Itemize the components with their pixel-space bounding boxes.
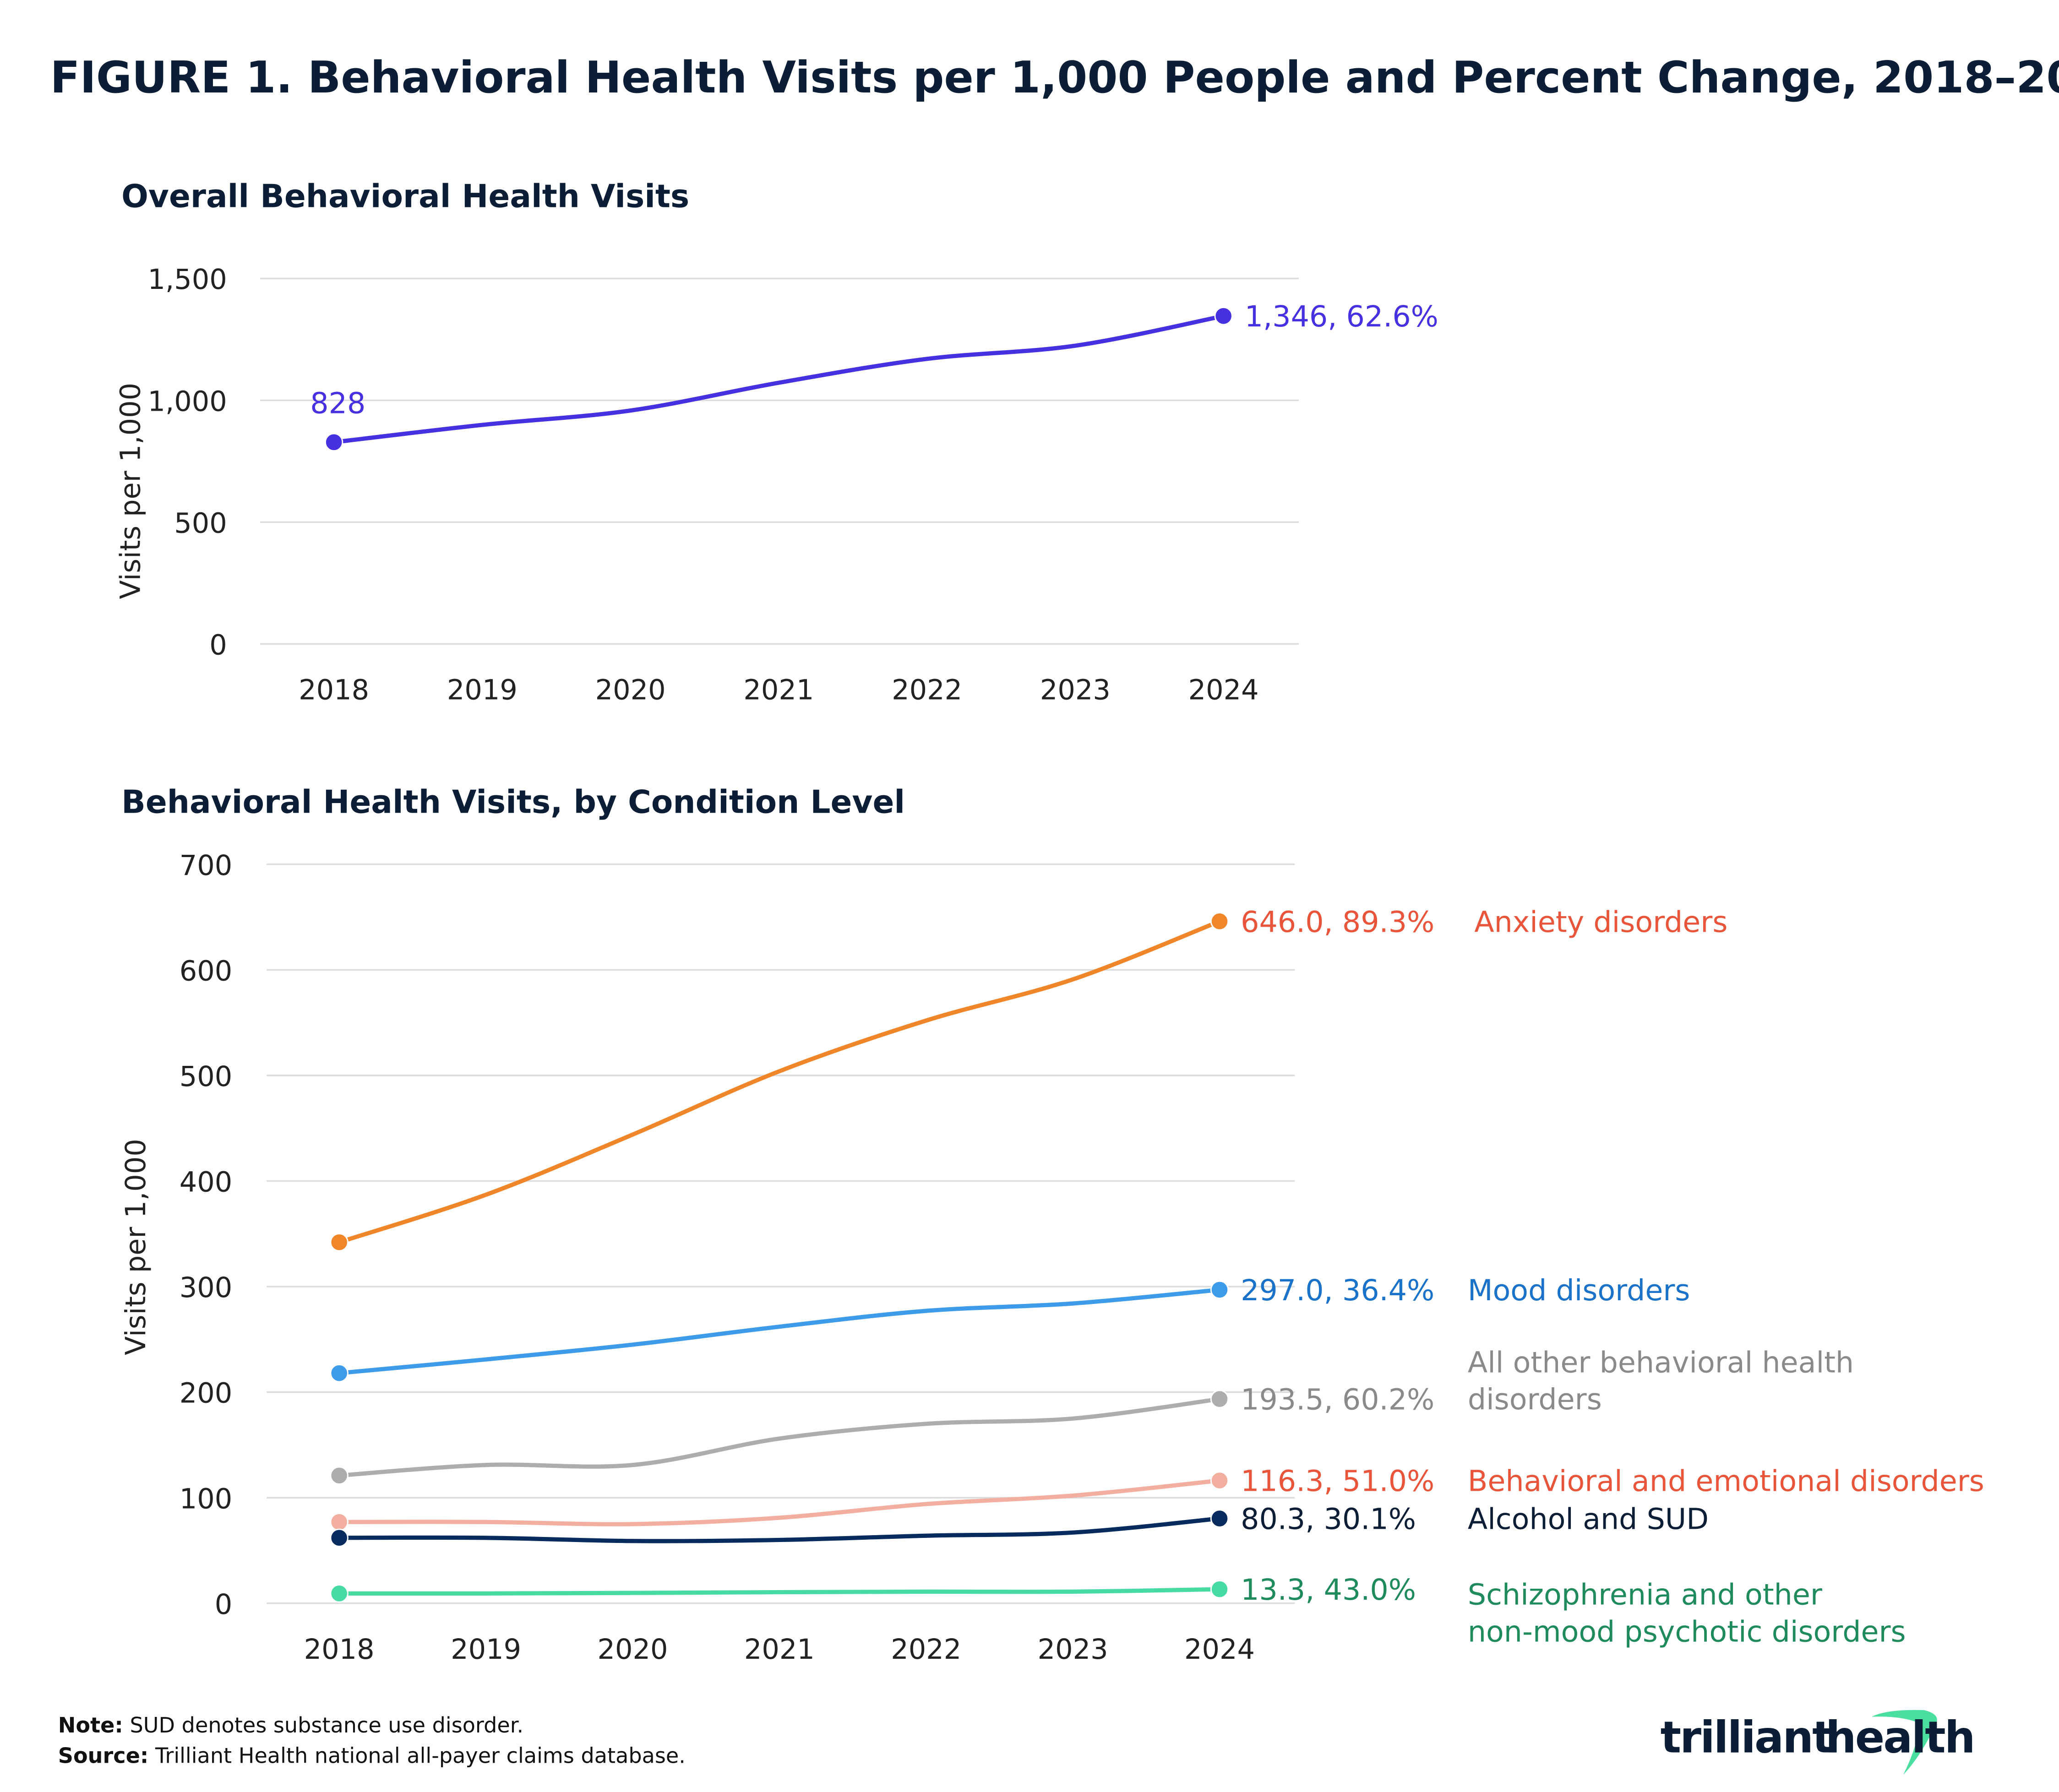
logo-text-health: health (1825, 1712, 1974, 1763)
x-tick-label: 2020 (597, 1634, 668, 1666)
y-tick-label: 1,000 (147, 386, 227, 418)
y-tick-label: 700 (180, 850, 233, 882)
y-tick-label: 1,500 (147, 264, 227, 296)
end-data-label: 646.0, 89.3% (1241, 905, 1434, 939)
series-line (339, 1516, 1220, 1543)
condition-chart: 0 100 200 300 400 500 600 700 2018 2019 2020 2021 20… (120, 850, 1984, 1666)
series-line (339, 1587, 1220, 1596)
series-name-label: All other behavioral health (1468, 1345, 1854, 1379)
y-tick-label: 200 (180, 1378, 233, 1410)
source-text: Trilliant Health national all-payer clai… (155, 1743, 686, 1768)
series-line (339, 1287, 1220, 1375)
y-tick-label: 600 (180, 955, 233, 987)
series-name-label: Alcohol and SUD (1468, 1502, 1709, 1536)
x-tick-label: 2024 (1188, 674, 1259, 706)
series-line (339, 1478, 1220, 1526)
end-point (1210, 912, 1229, 931)
source-label: Source: (58, 1743, 148, 1768)
series-line (339, 1397, 1220, 1478)
y-axis-label: Visits per 1,000 (114, 383, 147, 599)
series-name-label: disorders (1468, 1382, 1602, 1416)
y-tick-label: 100 (180, 1483, 233, 1515)
start-point (330, 1584, 349, 1603)
x-tick-label: 2021 (744, 1634, 815, 1666)
y-axis-label: Visits per 1,000 (120, 1139, 152, 1355)
series-name-label: Schizophrenia and other (1468, 1578, 1823, 1612)
start-point (330, 1513, 349, 1531)
x-tick-label: 2022 (891, 1634, 961, 1666)
x-tick-label: 2023 (1038, 1634, 1108, 1666)
note-text: SUD denotes substance use disorder. (130, 1713, 524, 1738)
x-tick-label: 2019 (451, 1634, 521, 1666)
x-tick-label: 2022 (892, 674, 962, 706)
y-tick-label: 500 (174, 507, 227, 539)
x-tick-label: 2021 (743, 674, 814, 706)
y-tick-label: 500 (180, 1061, 233, 1093)
x-tick-label: 2019 (447, 674, 517, 706)
y-tick-label: 400 (180, 1167, 233, 1199)
y-tick-label: 300 (180, 1272, 233, 1304)
note-label: Note: (58, 1713, 123, 1738)
figure-title: FIGURE 1. Behavioral Health Visits per 1… (50, 53, 2059, 103)
end-point (1210, 1390, 1229, 1408)
start-data-label: 828 (310, 386, 365, 420)
note: Note: SUD denotes substance use disorder… (58, 1713, 523, 1738)
logo-text-trilliant: trilliant (1661, 1712, 1833, 1763)
start-point (330, 1233, 349, 1252)
end-data-label: 13.3, 43.0% (1241, 1573, 1416, 1607)
start-point (330, 1466, 349, 1485)
series-name-label: Mood disorders (1468, 1273, 1690, 1307)
series-name-label: Behavioral and emotional disorders (1468, 1464, 1984, 1498)
end-data-label: 193.5, 60.2% (1241, 1383, 1434, 1417)
end-data-label: 116.3, 51.0% (1241, 1464, 1434, 1498)
x-tick-label: 2024 (1184, 1634, 1255, 1666)
overall-chart: 0 500 1,000 1,500 2018 2019 2020 2021 2022 2023 20… (114, 264, 1438, 706)
series-name-label: non-mood psychotic disorders (1468, 1614, 1906, 1648)
series-line (338, 919, 1220, 1244)
end-data-label: 1,346, 62.6% (1245, 299, 1438, 333)
end-point (1210, 1471, 1229, 1490)
x-tick-label: 2020 (595, 674, 666, 706)
y-tick-label: 0 (215, 1589, 233, 1621)
start-point (330, 1363, 349, 1383)
trilliant-health-logo: trilliant health (1661, 1710, 1976, 1775)
end-point (1210, 1280, 1229, 1299)
source: Source: Trilliant Health national all-pa… (58, 1743, 686, 1768)
chart1-title: Overall Behavioral Health Visits (121, 179, 689, 215)
end-data-label: 297.0, 36.4% (1241, 1273, 1434, 1307)
x-tick-label: 2023 (1040, 674, 1111, 706)
start-point (330, 1528, 349, 1548)
x-tick-label: 2018 (299, 674, 369, 706)
x-tick-label: 2018 (304, 1634, 375, 1666)
end-data-label: 80.3, 30.1% (1241, 1502, 1416, 1536)
chart2-title: Behavioral Health Visits, by Condition L… (121, 784, 905, 820)
end-point (1210, 1509, 1229, 1528)
series-line (333, 314, 1224, 445)
y-tick-label: 0 (209, 630, 227, 662)
end-point (1214, 306, 1233, 326)
start-point (324, 433, 343, 452)
end-point (1210, 1580, 1229, 1599)
series-name-label: Anxiety disorders (1474, 905, 1727, 939)
logo-swoosh-icon (1871, 1710, 1937, 1775)
